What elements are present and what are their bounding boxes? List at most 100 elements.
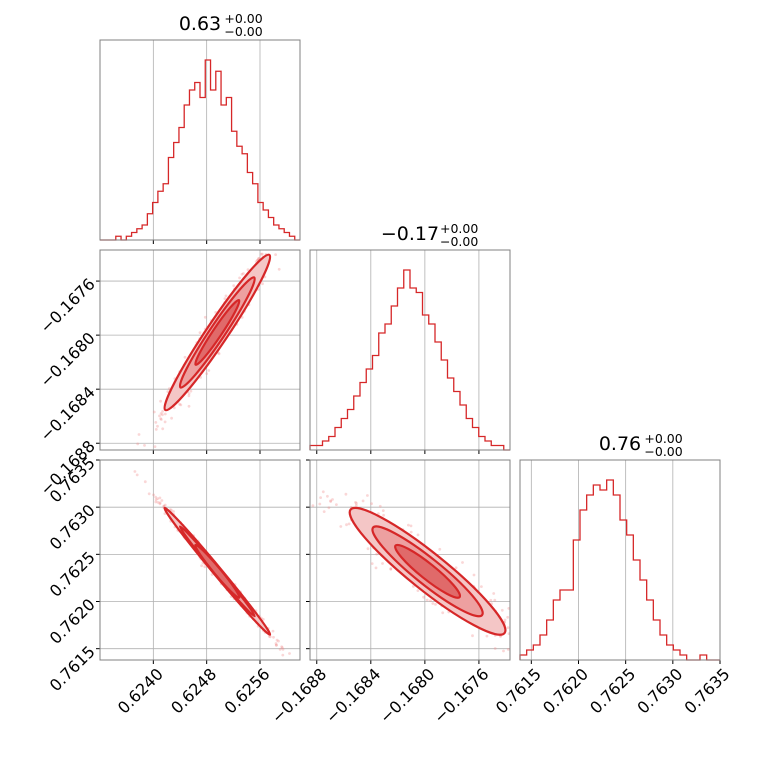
histogram-1 — [100, 59, 300, 241]
sample-point — [345, 523, 348, 527]
sample-point — [506, 615, 510, 619]
y-tick-label: −0.1680 — [36, 328, 99, 391]
sample-point — [161, 427, 165, 431]
sample-point — [377, 512, 380, 515]
sample-point — [485, 634, 489, 638]
sample-point — [198, 331, 202, 334]
sample-point — [152, 410, 156, 414]
sample-point — [381, 509, 385, 512]
sample-point — [492, 592, 496, 595]
sample-point — [203, 315, 207, 319]
sample-point — [370, 502, 373, 505]
x-tick-label: 0.7625 — [586, 664, 639, 717]
sample-point — [382, 513, 385, 517]
x-tick-label: 0.7635 — [681, 664, 734, 717]
sample-point — [354, 503, 358, 507]
contours-1-0 — [163, 253, 272, 412]
sample-point — [321, 490, 325, 494]
title-errors: +0.00−0.00 — [440, 221, 478, 249]
contour-line-3 — [194, 298, 241, 366]
sample-point — [267, 635, 271, 638]
sample-point — [189, 389, 193, 393]
sample-point — [200, 564, 204, 568]
sample-point — [143, 444, 146, 447]
sample-point — [272, 635, 275, 639]
x-tick-label: 0.7615 — [492, 664, 545, 717]
sample-point — [506, 626, 510, 629]
panel-frame — [99, 249, 301, 451]
sample-point — [329, 499, 332, 503]
sample-point — [224, 294, 228, 298]
sample-point — [281, 653, 285, 657]
sample-point — [143, 480, 147, 484]
sample-point — [159, 399, 163, 403]
sample-point — [375, 552, 378, 556]
sample-point — [187, 404, 191, 408]
title-lower-error: −0.00 — [440, 234, 478, 249]
sample-point — [137, 433, 141, 436]
sample-point — [159, 417, 163, 420]
param-title-1: 0.63 — [179, 13, 221, 35]
sample-point — [454, 566, 458, 570]
sample-point — [163, 420, 167, 424]
sample-point — [425, 598, 429, 602]
panel-frame — [99, 39, 301, 241]
contour-line-2 — [178, 276, 256, 389]
sample-point — [461, 561, 464, 564]
sample-point — [506, 648, 510, 651]
sample-point — [441, 611, 445, 615]
sample-point — [271, 629, 275, 633]
x-tick-label: 0.7630 — [633, 664, 686, 717]
histogram-step-line — [519, 479, 720, 661]
x-tick-label: 0.6240 — [114, 664, 167, 717]
sample-point — [159, 418, 163, 421]
contour-fill-3 — [395, 544, 460, 598]
sample-point — [274, 643, 278, 647]
sample-point — [257, 257, 261, 260]
sample-point — [156, 497, 160, 500]
sample-point — [412, 585, 415, 588]
histogram-2 — [309, 269, 510, 451]
panel-frame — [99, 459, 301, 661]
sample-point — [381, 562, 384, 565]
histogram-3 — [519, 479, 720, 661]
sample-point — [161, 413, 164, 417]
sample-point — [277, 267, 281, 271]
sample-point — [502, 649, 505, 653]
sample-point — [172, 406, 176, 410]
sample-point — [288, 652, 291, 655]
sample-point — [203, 565, 207, 569]
sample-point — [281, 648, 285, 651]
sample-point — [374, 566, 378, 570]
sample-point — [260, 252, 264, 256]
sample-point — [366, 547, 370, 551]
sample-point — [472, 573, 476, 577]
sample-point — [322, 510, 326, 513]
sample-point — [319, 496, 322, 499]
title-upper-error: +0.00 — [224, 11, 262, 26]
sample-point — [154, 498, 158, 502]
sample-point — [232, 284, 236, 287]
sample-point — [160, 499, 164, 502]
sample-point — [331, 498, 334, 501]
panel-frame — [309, 249, 511, 451]
contour-fill-3 — [195, 544, 240, 598]
sample-point — [275, 643, 278, 647]
sample-point — [259, 252, 263, 256]
param-title-3: 0.76 — [599, 433, 641, 455]
sample-point — [154, 421, 158, 424]
sample-point — [152, 493, 156, 497]
title-errors: +0.00−0.00 — [224, 11, 262, 39]
sample-point — [159, 412, 163, 415]
sample-point — [147, 492, 151, 496]
contour-line-3 — [394, 543, 462, 599]
x-tick-label: 0.6256 — [221, 664, 274, 717]
sample-point — [166, 390, 170, 393]
contour-line-1 — [348, 506, 507, 636]
sample-point — [378, 504, 382, 508]
sample-point — [162, 504, 166, 508]
sample-point — [154, 428, 158, 431]
sample-point — [207, 369, 211, 372]
sample-point — [500, 608, 504, 612]
sample-point — [493, 647, 497, 650]
